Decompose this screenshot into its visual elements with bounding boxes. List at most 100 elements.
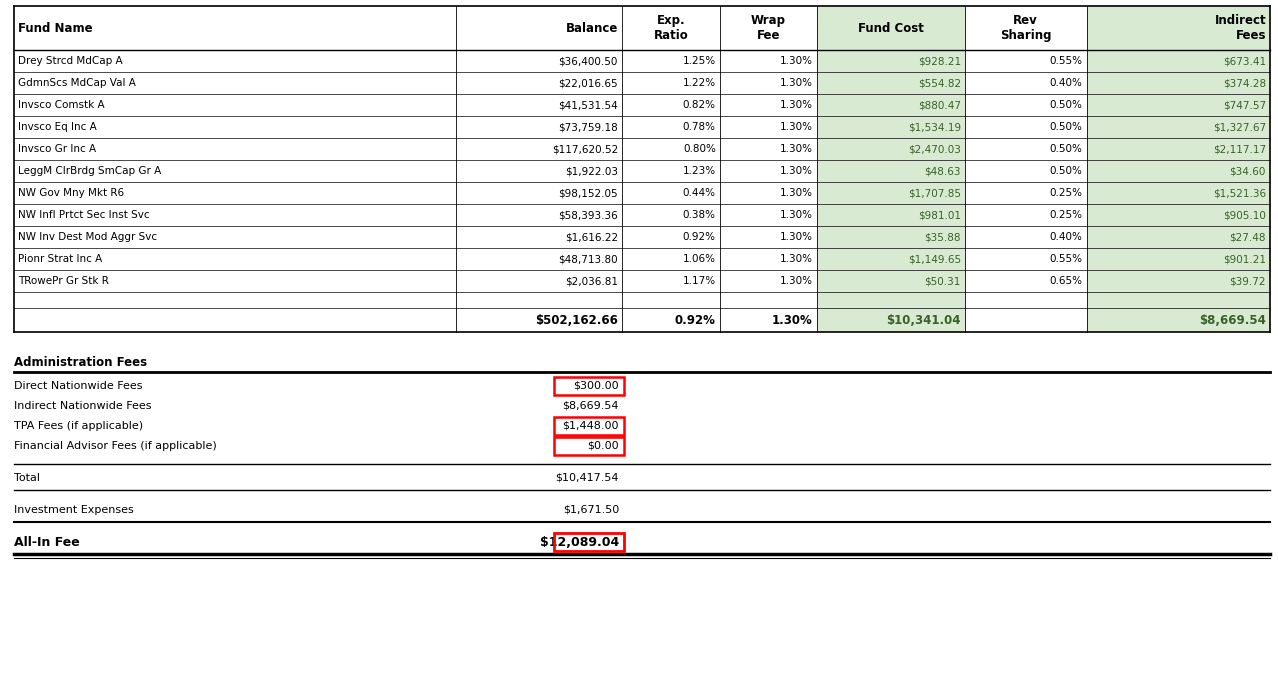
Bar <box>720 292 817 308</box>
Bar <box>622 160 720 182</box>
Text: 0.92%: 0.92% <box>682 232 716 242</box>
Bar <box>622 94 720 116</box>
Bar <box>456 248 622 270</box>
Bar <box>965 270 1086 292</box>
Text: $8,669.54: $8,669.54 <box>562 401 619 411</box>
Text: Total: Total <box>14 473 40 483</box>
Text: LeggM ClrBrdg SmCap Gr A: LeggM ClrBrdg SmCap Gr A <box>18 166 161 176</box>
Bar <box>622 50 720 72</box>
Text: 1.30%: 1.30% <box>780 122 813 132</box>
Text: Indirect Nationwide Fees: Indirect Nationwide Fees <box>14 401 152 411</box>
Bar <box>553 437 624 455</box>
Bar <box>1086 160 1270 182</box>
Text: $554.82: $554.82 <box>918 78 961 88</box>
Bar <box>720 94 817 116</box>
Text: $22,016.65: $22,016.65 <box>558 78 617 88</box>
Text: $98,152.05: $98,152.05 <box>558 188 617 198</box>
Bar <box>456 160 622 182</box>
Bar <box>965 160 1086 182</box>
Text: $27.48: $27.48 <box>1229 232 1266 242</box>
Bar <box>817 308 965 332</box>
Text: $1,534.19: $1,534.19 <box>907 122 961 132</box>
Text: 1.30%: 1.30% <box>780 276 813 286</box>
Bar <box>14 292 456 308</box>
Text: Wrap
Fee: Wrap Fee <box>750 14 786 42</box>
Bar <box>720 248 817 270</box>
Bar <box>14 50 456 72</box>
Text: 0.25%: 0.25% <box>1049 188 1082 198</box>
Bar <box>553 377 624 395</box>
Bar <box>622 248 720 270</box>
Text: $1,922.03: $1,922.03 <box>565 166 617 176</box>
Text: $2,036.81: $2,036.81 <box>565 276 617 286</box>
Text: 1.22%: 1.22% <box>682 78 716 88</box>
Bar <box>14 6 456 50</box>
Bar <box>720 226 817 248</box>
Text: 0.50%: 0.50% <box>1049 144 1082 154</box>
Bar <box>456 138 622 160</box>
Text: TPA Fees (if applicable): TPA Fees (if applicable) <box>14 421 143 431</box>
Text: $2,117.17: $2,117.17 <box>1213 144 1266 154</box>
Bar <box>456 308 622 332</box>
Bar <box>14 182 456 204</box>
Text: Invsco Gr Inc A: Invsco Gr Inc A <box>18 144 96 154</box>
Text: $39.72: $39.72 <box>1229 276 1266 286</box>
Text: 0.82%: 0.82% <box>682 100 716 110</box>
Bar <box>720 6 817 50</box>
Text: $1,616.22: $1,616.22 <box>565 232 617 242</box>
Text: Drey Strcd MdCap A: Drey Strcd MdCap A <box>18 56 123 66</box>
Bar <box>720 116 817 138</box>
Text: $58,393.36: $58,393.36 <box>558 210 617 220</box>
Bar <box>456 270 622 292</box>
Text: Financial Advisor Fees (if applicable): Financial Advisor Fees (if applicable) <box>14 441 217 451</box>
Text: 1.23%: 1.23% <box>682 166 716 176</box>
Text: GdmnScs MdCap Val A: GdmnScs MdCap Val A <box>18 78 135 88</box>
Text: $1,521.36: $1,521.36 <box>1213 188 1266 198</box>
Bar <box>817 226 965 248</box>
Text: $10,417.54: $10,417.54 <box>556 473 619 483</box>
Bar <box>817 270 965 292</box>
Bar <box>456 94 622 116</box>
Bar <box>456 204 622 226</box>
Text: $1,707.85: $1,707.85 <box>907 188 961 198</box>
Bar <box>456 50 622 72</box>
Bar <box>14 248 456 270</box>
Bar <box>1086 50 1270 72</box>
Bar <box>817 138 965 160</box>
Bar <box>622 226 720 248</box>
Text: 1.30%: 1.30% <box>780 100 813 110</box>
Bar <box>965 138 1086 160</box>
Text: 1.30%: 1.30% <box>780 144 813 154</box>
Bar <box>965 292 1086 308</box>
Bar <box>14 308 456 332</box>
Bar <box>817 50 965 72</box>
Text: 0.38%: 0.38% <box>682 210 716 220</box>
Bar <box>965 116 1086 138</box>
Text: Invsco Eq Inc A: Invsco Eq Inc A <box>18 122 97 132</box>
Text: Pionr Strat Inc A: Pionr Strat Inc A <box>18 254 102 264</box>
Text: $905.10: $905.10 <box>1223 210 1266 220</box>
Bar <box>965 248 1086 270</box>
Text: 1.17%: 1.17% <box>682 276 716 286</box>
Text: $12,089.04: $12,089.04 <box>539 536 619 548</box>
Bar <box>14 204 456 226</box>
Text: 1.30%: 1.30% <box>780 188 813 198</box>
Bar <box>622 6 720 50</box>
Bar <box>456 72 622 94</box>
Bar <box>622 138 720 160</box>
Text: 1.30%: 1.30% <box>772 313 813 327</box>
Text: $880.47: $880.47 <box>918 100 961 110</box>
Bar <box>622 204 720 226</box>
Bar <box>456 116 622 138</box>
Bar <box>1086 270 1270 292</box>
Bar <box>1086 248 1270 270</box>
Bar <box>622 182 720 204</box>
Bar <box>720 182 817 204</box>
Bar <box>965 72 1086 94</box>
Text: Exp.
Ratio: Exp. Ratio <box>653 14 689 42</box>
Text: $901.21: $901.21 <box>1223 254 1266 264</box>
Bar <box>14 94 456 116</box>
Bar <box>622 292 720 308</box>
Text: Fund Name: Fund Name <box>18 22 92 35</box>
Text: 0.55%: 0.55% <box>1049 254 1082 264</box>
